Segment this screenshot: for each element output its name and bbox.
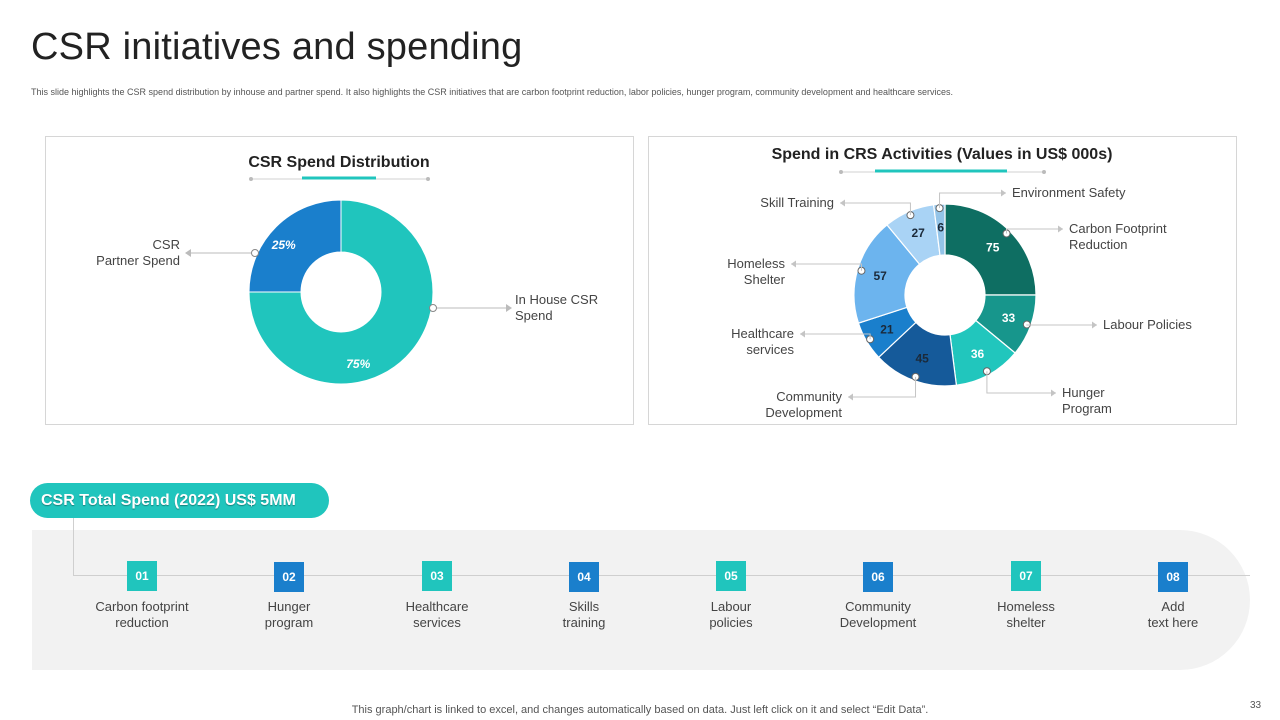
csr-spend-distribution-panel: CSR Spend Distribution 75% 25% In House CSR… (45, 136, 634, 425)
title-rule-dot (426, 177, 430, 181)
slice-environment-safety (932, 203, 946, 256)
callout-arrow (1058, 225, 1063, 233)
crs-activities-panel: Spend in CRS Activities (Values in US$ 0… (648, 136, 1237, 425)
step-label-01: Carbon footprint reduction (95, 599, 189, 630)
callout-arrow (1051, 389, 1056, 397)
csr-spend-distribution-chart: CSR Spend Distribution 75% 25% In House CSR… (96, 154, 598, 385)
step-badge-03: 03 (422, 561, 452, 591)
callout-line (848, 376, 917, 398)
callout-arrow (506, 304, 512, 312)
crs-activities-chart: Spend in CRS Activities (Values in US$ 0… (727, 146, 1192, 420)
chart-title: CSR Spend Distribution (248, 154, 429, 171)
data-label-hunger-program: 36 (971, 347, 985, 361)
callout-in-house-csr-spend: In House CSR Spend (515, 292, 598, 323)
callout-line (1026, 324, 1097, 326)
callout-environment-safety: Environment Safety (1012, 185, 1126, 200)
step-label-05: Labour policies (709, 599, 753, 630)
data-label-environment-safety: 6 (937, 221, 944, 235)
slice-in-house-csr-spend (248, 199, 434, 385)
step-badge-06: 06 (863, 562, 893, 592)
callout-arrow (1092, 321, 1097, 329)
slice-carbon-footprint-reduction (944, 203, 1037, 296)
step-badge-07: 07 (1011, 561, 1041, 591)
data-label-homeless-shelter: 57 (874, 269, 888, 283)
callout-arrow (840, 199, 845, 207)
callout-arrow (800, 330, 805, 338)
total-spend-badge: CSR Total Spend (2022) US$ 5MM (30, 483, 329, 518)
step-badge-04: 04 (569, 562, 599, 592)
callout-arrow (848, 393, 853, 401)
callout-hunger-program: Hunger Program (1062, 385, 1112, 416)
callout-dot (429, 304, 437, 312)
callout-csr-partner-spend: CSR Partner Spend (96, 237, 180, 268)
title-rule-dot (839, 170, 843, 174)
data-label-in-house-csr-spend: 75% (346, 357, 370, 371)
timeline-connector (73, 518, 74, 576)
page-subtitle: This slide highlights the CSR spend dist… (31, 87, 954, 97)
page-number: 33 (1250, 700, 1262, 711)
data-label-labour-policies: 33 (1002, 311, 1016, 325)
data-label-skill-training: 27 (912, 226, 926, 240)
title-rule-dot (1042, 170, 1046, 174)
data-label-carbon-footprint-reduction: 75 (986, 240, 1000, 254)
step-label-06: Community Development (839, 599, 917, 630)
callout-line (800, 333, 871, 340)
step-label-04: Skills training (562, 599, 606, 630)
step-badge-05: 05 (716, 561, 746, 591)
page-title: CSR initiatives and spending (31, 26, 523, 68)
callout-labour-policies: Labour Policies (1103, 317, 1192, 332)
callout-line (939, 192, 1006, 209)
step-label-07: Homeless shelter (997, 599, 1055, 630)
callout-arrow (791, 260, 796, 268)
step-label-03: Healthcare services (405, 599, 469, 630)
data-label-csr-partner-spend: 25% (271, 238, 296, 252)
callout-community-development: Community Development (765, 389, 842, 420)
step-badge-08: 08 (1158, 562, 1188, 592)
callout-arrow (185, 249, 191, 257)
step-badge-01: 01 (127, 561, 157, 591)
timeline-line (74, 575, 1250, 576)
data-label-community-development: 45 (915, 352, 929, 366)
timeline-band (32, 530, 1250, 670)
step-label-08: Add text here (1147, 599, 1199, 630)
callout-line (986, 371, 1056, 394)
footer-note: This graph/chart is linked to excel, and… (351, 704, 929, 716)
callout-line (791, 263, 862, 271)
callout-dot (251, 249, 259, 257)
title-rule-dot (249, 177, 253, 181)
callout-carbon-footprint-reduction: Carbon Footprint Reduction (1069, 221, 1167, 252)
chart-title: Spend in CRS Activities (Values in US$ 0… (772, 146, 1113, 163)
callout-line (840, 202, 911, 216)
callout-skill-training: Skill Training (760, 195, 834, 210)
callout-healthcare-services: Healthcare services (731, 326, 794, 357)
callout-line (1006, 228, 1063, 234)
data-label-healthcare-services: 21 (880, 322, 894, 336)
step-label-02: Hunger program (264, 599, 314, 630)
callout-arrow (1001, 189, 1006, 197)
step-badge-02: 02 (274, 562, 304, 592)
callout-homeless-shelter: Homeless Shelter (727, 256, 785, 287)
